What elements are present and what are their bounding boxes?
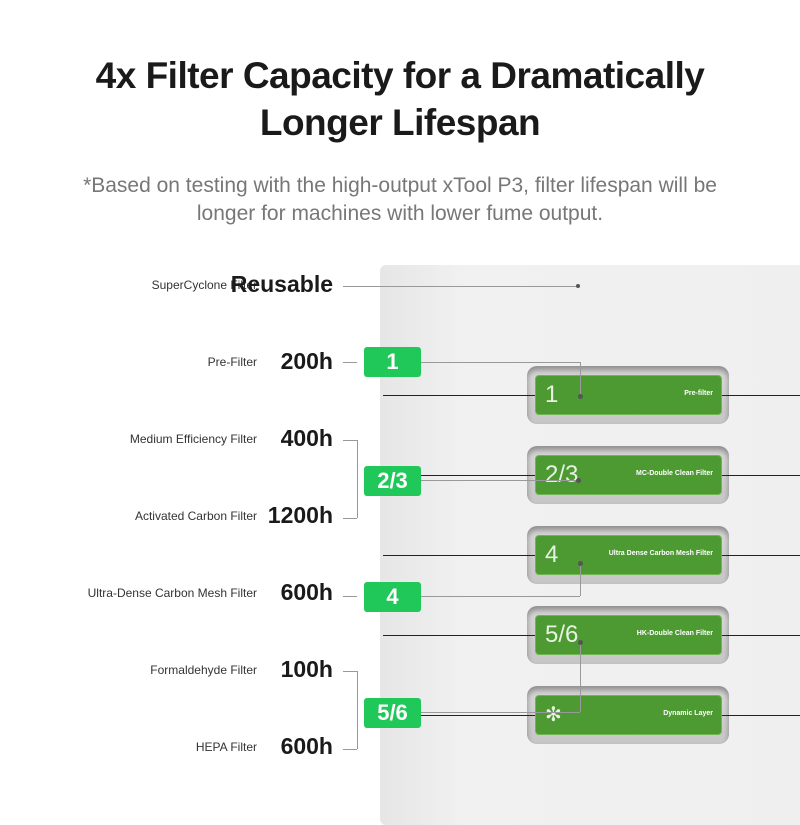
connector-dot [578, 640, 583, 645]
title-line: 4x Filter Capacity for a Dramatically [95, 55, 705, 96]
subtitle-line: *Based on testing with the high-output x… [83, 174, 717, 197]
connector-dot [576, 478, 581, 483]
filter-number: 5/6 [545, 621, 579, 648]
divider-line [722, 475, 800, 476]
filter-name: MC-Double Clean Filter [635, 470, 713, 477]
title-line: Longer Lifespan [259, 102, 541, 143]
filter-number: 4 [545, 541, 559, 568]
connector [580, 563, 581, 596]
filter-name: Ultra Dense Carbon Mesh Filter [608, 550, 713, 557]
filter-carbon-mesh: 4 Ultra Dense Carbon Mesh Filter [535, 535, 722, 575]
filter-label: Medium Efficiency Filter [129, 432, 257, 446]
filter-label: Activated Carbon Filter [134, 509, 257, 523]
connector [420, 362, 580, 363]
bracket [357, 671, 358, 749]
connector [420, 480, 578, 481]
lifespan-value: Reusable [230, 271, 333, 297]
filter-hk: 5/6 HK-Double Clean Filter [535, 615, 722, 655]
divider-line [383, 475, 535, 476]
subtitle-line: longer for machines with lower fume outp… [196, 202, 604, 225]
filter-mc: 2/3 MC-Double Clean Filter [535, 455, 722, 495]
filter-name: Dynamic Layer [663, 710, 713, 717]
fan-icon: ✻ [545, 704, 562, 726]
filter-label: Pre-Filter [207, 355, 257, 369]
page-title: 4x Filter Capacity for a Dramatically Lon… [0, 52, 800, 146]
divider-line [383, 555, 535, 556]
connector [343, 596, 357, 597]
connector [343, 362, 357, 363]
lifespan-row: Activated Carbon Filter 1200h [0, 502, 335, 532]
divider-line [722, 635, 800, 636]
lifespan-row: Ultra-Dense Carbon Mesh Filter 600h [0, 579, 335, 609]
badge-1: 1 [364, 347, 421, 377]
lifespan-value: 400h [280, 425, 333, 451]
connector [420, 596, 580, 597]
lifespan-row: Medium Efficiency Filter 400h [0, 425, 335, 455]
lifespan-value: 100h [280, 656, 333, 682]
badge-5-6: 5/6 [364, 698, 421, 728]
connector [580, 362, 581, 396]
divider-line [722, 555, 800, 556]
connector-dot [576, 284, 580, 288]
filter-label: Formaldehyde Filter [150, 663, 257, 677]
connector-dot [578, 394, 583, 399]
connector [343, 286, 578, 287]
divider-line [383, 395, 535, 396]
divider-line [383, 635, 535, 636]
badge-4: 4 [364, 582, 421, 612]
lifespan-row: Pre-Filter 200h [0, 348, 335, 378]
bracket [343, 440, 357, 441]
lifespan-row: Formaldehyde Filter 100h [0, 656, 335, 686]
lifespan-row: SuperCyclone Filter Reusable [0, 271, 335, 301]
lifespan-value: 200h [280, 348, 333, 374]
connector-dot [578, 561, 583, 566]
filter-label: SuperCyclone Filter [151, 278, 257, 292]
lifespan-value: 600h [280, 579, 333, 605]
connector [420, 712, 580, 713]
filter-name: HK-Double Clean Filter [636, 630, 713, 637]
filter-pre: 1 Pre-filter [535, 375, 722, 415]
lifespan-row: HEPA Filter 600h [0, 733, 335, 763]
badge-2-3: 2/3 [364, 466, 421, 496]
filter-dynamic: ✻ Dynamic Layer [535, 695, 722, 735]
lifespan-value: 600h [280, 733, 333, 759]
subtitle: *Based on testing with the high-output x… [30, 172, 770, 228]
filter-label: Ultra-Dense Carbon Mesh Filter [87, 586, 257, 600]
divider-line [722, 715, 800, 716]
bracket [357, 440, 358, 518]
connector [580, 642, 581, 712]
filter-name: Pre-filter [684, 390, 713, 397]
bracket [343, 518, 357, 519]
filter-label: HEPA Filter [195, 740, 257, 754]
divider-line [383, 715, 535, 716]
divider-line [722, 395, 800, 396]
bracket [343, 749, 357, 750]
lifespan-value: 1200h [267, 502, 333, 528]
filter-number: 2/3 [545, 461, 579, 488]
bracket [343, 671, 357, 672]
filter-number: 1 [545, 381, 559, 408]
